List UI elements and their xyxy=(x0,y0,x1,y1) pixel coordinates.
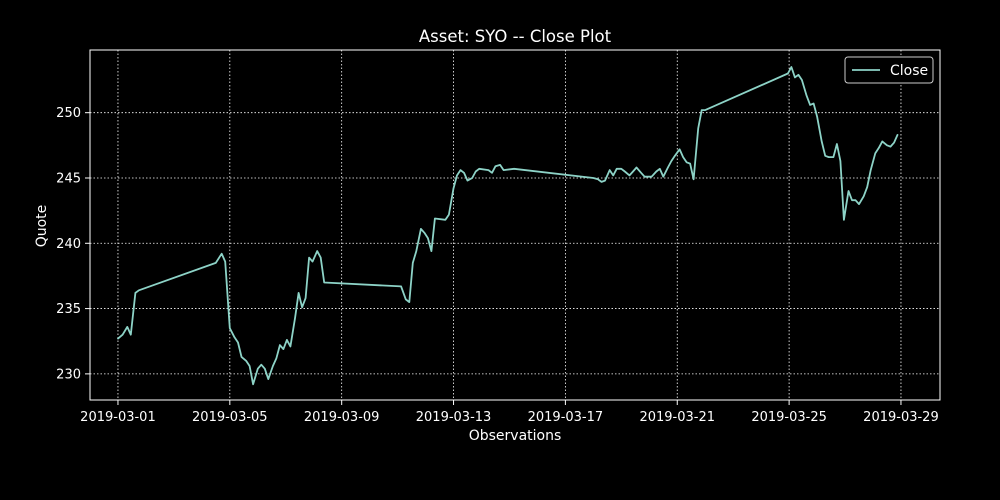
x-tick-label: 2019-03-13 xyxy=(416,410,492,425)
legend: Close xyxy=(844,56,934,84)
grid-lines xyxy=(90,50,940,400)
plot-area-frame xyxy=(89,49,941,401)
y-tick-label: 235 xyxy=(56,302,81,317)
legend-label-close: Close xyxy=(890,63,928,79)
x-tick-label: 2019-03-01 xyxy=(80,410,156,425)
y-tick-label: 240 xyxy=(56,237,81,252)
x-tick-label: 2019-03-05 xyxy=(192,410,268,425)
y-tick-label: 250 xyxy=(56,106,81,121)
series-layer xyxy=(117,66,899,386)
x-tick-label: 2019-03-21 xyxy=(639,410,715,425)
x-tick-label: 2019-03-29 xyxy=(863,410,939,425)
y-axis-title: Quote xyxy=(34,205,50,248)
y-tick-label: 245 xyxy=(56,171,81,186)
x-tick-label: 2019-03-25 xyxy=(751,410,827,425)
legend-box xyxy=(844,56,934,84)
y-axis-ticks: 230 235 240 245 250 xyxy=(56,106,90,382)
x-axis-ticks: 2019-03-01 2019-03-05 2019-03-09 2019-03-13… xyxy=(80,400,939,425)
x-tick-label: 2019-03-17 xyxy=(528,410,604,425)
chart-title: Asset: SYO -- Close Plot xyxy=(419,27,612,46)
series-line-close xyxy=(117,66,899,386)
x-axis-title: Observations xyxy=(469,428,562,444)
y-tick-label: 230 xyxy=(56,367,81,382)
x-tick-label: 2019-03-09 xyxy=(304,410,380,425)
